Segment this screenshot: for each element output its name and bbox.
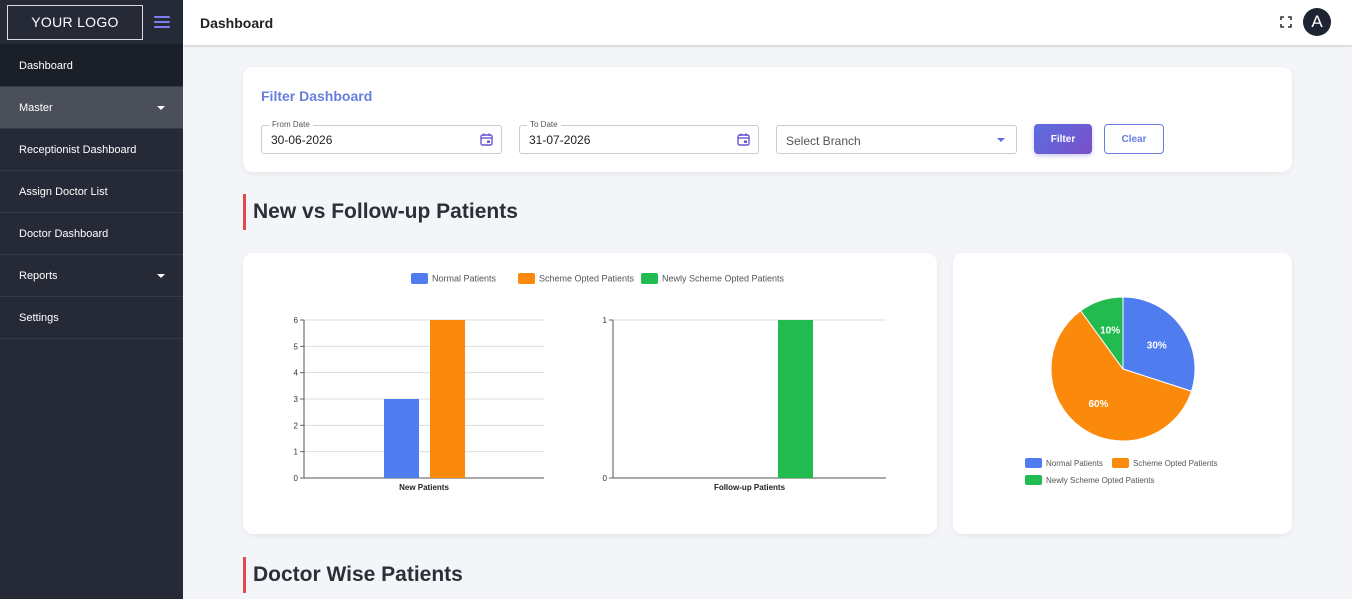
chevron-down-icon [997,138,1005,142]
pie-slice-label: 10% [1100,325,1120,336]
filter-title: Filter Dashboard [261,88,373,104]
sidebar-item-label: Assign Doctor List [19,185,108,198]
top-bar: Dashboard A [183,0,1352,45]
sidebar-item-reports[interactable]: Reports [0,255,183,297]
y-tick-label: 1 [294,448,299,457]
y-tick-label: 3 [294,395,299,404]
to-date-field[interactable]: To Date 31-07-2026 [519,120,759,154]
branch-select[interactable]: Select Branch [776,125,1017,154]
clear-button[interactable]: Clear [1104,124,1164,154]
sidebar-item-label: Doctor Dashboard [19,227,109,240]
sidebar-item-label: Dashboard [19,59,73,72]
filter-card: Filter Dashboard From Date 30-06-2026 To… [243,67,1292,172]
legend-swatch [1112,458,1129,468]
calendar-icon[interactable] [737,133,750,146]
sidebar-item-label: Master [19,101,53,114]
logo-bar: YOUR LOGO [0,0,183,45]
pie-slice-label: 30% [1147,340,1167,351]
bar-chart: Normal Patients Scheme Opted Patients Newl… [294,273,886,492]
pie-chart: 30% 60% 10% Normal Patients Scheme Opted Pat… [1025,296,1218,485]
fullscreen-icon[interactable] [1280,16,1292,28]
legend-label: Newly Scheme Opted Patients [1046,476,1155,485]
section-heading-doctor-wise: Doctor Wise Patients [243,557,463,593]
legend-swatch [1025,475,1042,485]
sidebar-item-master[interactable]: Master [0,87,183,129]
avatar[interactable]: A [1303,8,1331,36]
bar-chart-card: Normal Patients Scheme Opted Patients Newl… [243,253,937,534]
menu-icon[interactable] [154,16,170,28]
logo: YOUR LOGO [7,4,143,40]
pie-slice-normal-patients [1122,296,1196,392]
legend-label: Normal Patients [1046,459,1103,468]
sidebar-item-receptionist-dashboard[interactable]: Receptionist Dashboard [0,129,183,171]
sidebar-item-assign-doctor-list[interactable]: Assign Doctor List [0,171,183,213]
bar-normal-patients [384,399,419,478]
sidebar-item-doctor-dashboard[interactable]: Doctor Dashboard [0,213,183,255]
sidebar-item-settings[interactable]: Settings [0,297,183,339]
pie-chart-card: 30% 60% 10% Normal Patients Scheme Opted Pat… [953,253,1292,534]
section-heading-new-vs-followup: New vs Follow-up Patients [243,194,518,230]
page-title: Dashboard [200,14,274,31]
legend-swatch [1025,458,1042,468]
y-tick-label: 0 [294,474,299,483]
legend-swatch [411,273,428,284]
chevron-down-icon [157,274,165,278]
sidebar-item-label: Settings [19,311,59,324]
from-date-value: 30-06-2026 [271,133,333,147]
branch-select-placeholder: Select Branch [786,134,861,148]
from-date-label: From Date [269,120,313,129]
legend-swatch [518,273,535,284]
legend-label: Newly Scheme Opted Patients [662,274,785,284]
to-date-value: 31-07-2026 [529,133,591,147]
legend-swatch [641,273,658,284]
pie-slice-label: 60% [1088,399,1108,410]
sidebar-item-label: Reports [19,269,58,282]
filter-button[interactable]: Filter [1034,124,1092,154]
from-date-field[interactable]: From Date 30-06-2026 [261,120,502,154]
legend-label: Normal Patients [432,274,497,284]
legend-label: Scheme Opted Patients [539,274,635,284]
y-tick-label: 1 [603,316,608,325]
pie-slice-scheme-opted-patients [1050,310,1193,442]
legend-label: Scheme Opted Patients [1133,459,1218,468]
y-tick-label: 5 [294,342,299,351]
x-category-label: Follow-up Patients [714,483,786,492]
sidebar-item-label: Receptionist Dashboard [19,143,137,156]
bar-scheme-opted-patients [430,320,465,478]
x-category-label: New Patients [399,483,449,492]
to-date-label: To Date [527,120,561,129]
y-tick-label: 6 [294,316,299,325]
y-tick-label: 0 [603,474,608,483]
y-tick-label: 2 [294,421,299,430]
sidebar: YOUR LOGO Dashboard Master Receptionist … [0,0,183,599]
bar-newly-scheme-opted-patients [778,320,813,478]
calendar-icon[interactable] [480,133,493,146]
chevron-down-icon [157,106,165,110]
pie-slice-newly-scheme-opted-patients [1079,296,1124,371]
y-tick-label: 4 [294,369,299,378]
sidebar-item-dashboard[interactable]: Dashboard [0,45,183,87]
